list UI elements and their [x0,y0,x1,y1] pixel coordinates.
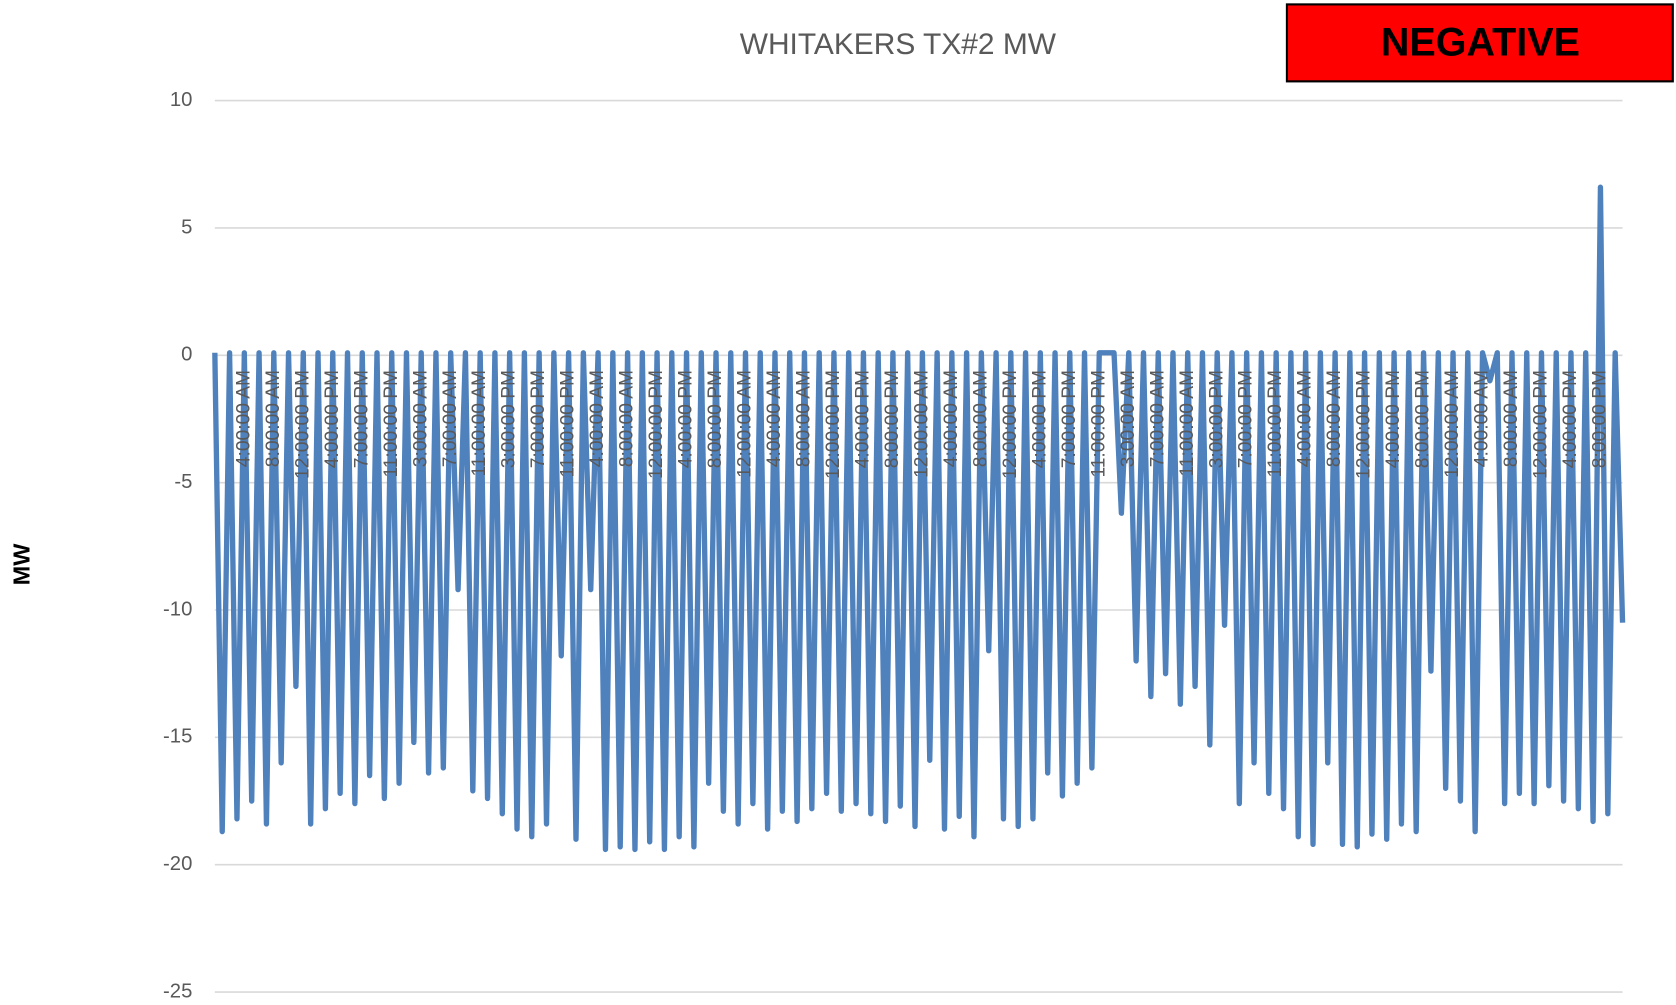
x-tick-label: 12:00:00 PM [1531,370,1552,479]
x-tick-label: 11:00:00 PM [558,370,579,478]
x-tick-label: 12:00:00 AM [735,370,756,478]
annotation: NEGATIVE [1381,20,1580,64]
x-tick-label: 11:00:00 PM [1265,370,1286,478]
x-tick-label: 4:00:00 AM [587,370,608,467]
y-tick-label: 10 [170,89,193,111]
x-tick-label: 8:00:00 AM [263,370,284,467]
x-tick-label: 4:00:00 PM [322,370,343,468]
x-tick-label: 8:00:00 PM [882,370,903,468]
y-tick-label: 5 [181,216,192,238]
x-tick-label: 4:00:00 PM [1560,370,1581,468]
x-tick-label: 11:00:00 AM [1177,370,1198,476]
x-tick-label: 3:00:00 PM [499,370,520,468]
line [212,184,1626,853]
x-tick-label: 4:00:00 AM [941,370,962,467]
x-tick-label: 8:00:00 PM [1590,370,1611,468]
x-tick-label: 3:00:00 AM [410,370,431,467]
x-tick-label: 3:00:00 PM [1206,370,1227,468]
x-tick-label: 4:00:00 PM [1029,370,1050,468]
x-tick-label: 8:00:00 PM [705,370,726,468]
x-tick-label: 7:00:00 PM [528,370,549,468]
x-tick-label: 7:00:00 AM [440,370,461,467]
x-tick-label: 11:00:00 PM [1088,370,1109,478]
x-tick-label: 7:00:00 PM [351,370,372,468]
y-tick-label: 0 [181,344,192,366]
x-tick-label: 11:00:00 PM [381,370,402,478]
x-tick-label: 12:00:00 AM [911,370,932,478]
chart-title: WHITAKERS TX#2 MW [740,28,1057,61]
x-tick-label: 4:00:00 AM [1295,370,1316,467]
y-tick-label: -25 [163,980,192,1002]
y-tick-label: -10 [163,598,192,620]
x-tick-label: 8:00:00 AM [1324,370,1345,467]
x-tick-label: 11:00:00 AM [469,370,490,477]
x-tick-label: 12:00:00 PM [1000,370,1021,479]
x-tick-label: 12:00:00 PM [823,370,844,479]
x-tick-label: 8:00:00 AM [1501,370,1522,467]
x-tick-label: 12:00:00 PM [292,370,313,479]
y-axis-title: MW [9,543,35,586]
x-tick-label: 8:00:00 AM [970,370,991,467]
x-tick-label: 8:00:00 PM [1413,370,1434,468]
x-tick-label: 7:00:00 PM [1059,370,1080,468]
y-tick-label: -20 [163,853,192,875]
x-tick-label: 4:00:00 PM [1383,370,1404,468]
x-tick-label: 4:00:00 AM [233,370,254,467]
x-tick-label: 7:00:00 AM [1147,370,1168,467]
x-tick-label: 4:00:00 AM [764,370,785,467]
annotation-box [1285,3,1674,83]
x-tick-label: 4:00:00 PM [676,370,697,468]
x-tick-label: 8:00:00 AM [617,370,638,467]
x-tick-label: 8:00:00 AM [794,370,815,467]
x-tick-label: 12:00:00 PM [1354,370,1375,479]
x-tick-label: 12:00:00 PM [646,370,667,479]
y-tick-label: -15 [163,726,192,748]
x-tick-label: 4:00:00 PM [853,370,874,468]
x-tick-label: 4:00:00 AM [1472,370,1493,467]
y-tick-label: -5 [174,471,192,493]
x-tick-label: 12:00:00 AM [1442,370,1463,478]
x-tick-label: 3:00:00 AM [1118,370,1139,467]
x-tick-label: 7:00:00 PM [1236,370,1257,468]
